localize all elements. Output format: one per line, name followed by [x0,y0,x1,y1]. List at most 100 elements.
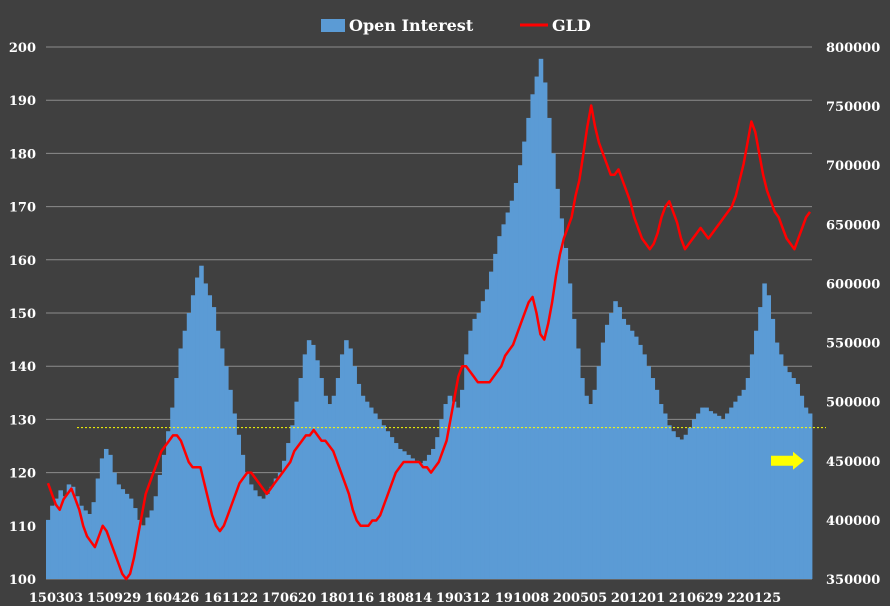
bar-143 [638,344,643,579]
bar-56 [277,472,283,579]
bar-109 [497,236,502,579]
bar-111 [505,212,511,579]
bar-99 [455,407,461,579]
y-right-tick-5: 600000 [826,277,880,292]
x-tick-5: 180116 [320,591,374,606]
bar-43 [224,366,229,579]
bar-62 [302,354,308,579]
x-tick-0: 150303 [29,591,83,606]
bar-133 [596,366,602,579]
bar-147 [654,389,660,579]
x-tick-4: 170620 [262,591,316,606]
y-right-tick-4: 550000 [826,337,880,352]
bar-175 [770,318,776,579]
y-right-tick-labels: 350000 400000 450000 500000 550000 600000 6500… [826,41,880,588]
bar-83 [389,437,395,579]
bar-167 [737,395,743,579]
bar-183 [803,407,809,579]
bar-57 [282,460,287,579]
bar-21 [132,508,138,579]
bar-86 [402,451,407,579]
y-left-tick-2: 120 [9,467,36,482]
bar-140 [625,324,631,579]
bar-78 [368,407,374,579]
bar-184 [807,413,813,579]
bar-153 [679,439,685,579]
bar-125 [563,247,569,579]
arrow-marker [771,451,804,470]
x-tick-10: 201201 [611,591,665,606]
bar-36 [195,277,200,579]
bar-119 [538,58,544,580]
bar-10 [87,513,92,579]
bar-25 [149,510,155,579]
bar-96 [443,404,449,579]
bar-12 [95,478,101,579]
bar-149 [662,413,668,579]
y-right-tick-9: 800000 [826,41,880,56]
bar-47 [240,454,246,579]
bar-50 [253,490,258,579]
bar-46 [236,434,242,579]
bar-177 [778,354,784,579]
bar-19 [124,493,130,579]
bar-54 [269,486,275,579]
bar-70 [335,378,341,579]
bar-88 [410,458,415,579]
bar-130 [584,395,589,579]
bar-44 [228,389,233,579]
bar-100 [460,389,465,579]
bar-128 [575,348,581,579]
bar-161 [712,413,718,579]
x-tick-12: 220125 [727,591,781,606]
bar-139 [621,318,627,579]
bar-72 [344,340,349,579]
bar-87 [406,454,411,579]
bar-0 [46,519,51,579]
bar-18 [120,489,126,579]
bar-16 [112,472,117,579]
bar-98 [451,401,457,579]
legend-label-open-interest: Open Interest [349,16,474,35]
bar-90 [418,463,424,579]
bar-71 [339,354,345,579]
bar-28 [161,454,167,579]
bar-65 [315,360,320,579]
x-tick-1: 150929 [87,591,141,606]
bar-169 [745,378,751,579]
bar-102 [468,330,473,579]
bar-135 [604,324,610,579]
bar-40 [211,307,217,579]
bar-158 [700,407,705,579]
bar-136 [609,313,614,579]
bar-131 [588,404,593,579]
bar-118 [534,76,540,580]
bar-34 [186,313,192,579]
bar-127 [571,318,577,579]
legend: Open Interest GLD [321,16,591,35]
bar-154 [683,434,689,579]
bar-103 [472,318,478,579]
bar-9 [83,510,88,579]
bar-114 [518,165,523,579]
legend-label-gld: GLD [552,16,591,35]
x-tick-8: 191008 [495,591,549,606]
bar-35 [190,295,196,579]
legend-swatch-open-interest [321,19,345,32]
x-tick-labels: 150303 150929 160426 161122 170620 180116 1808… [29,591,781,606]
bar-94 [435,437,440,579]
bar-74 [352,366,357,579]
bar-91 [422,460,428,579]
bar-31 [174,378,179,579]
bar-41 [215,330,221,579]
bar-75 [356,383,362,579]
y-left-tick-9: 190 [9,94,36,109]
bar-48 [244,472,250,579]
bar-69 [331,395,337,579]
bar-17 [116,484,121,579]
bar-52 [261,498,266,579]
bar-84 [393,443,399,579]
bar-30 [170,407,175,579]
bar-126 [567,283,573,579]
bar-106 [484,289,490,579]
